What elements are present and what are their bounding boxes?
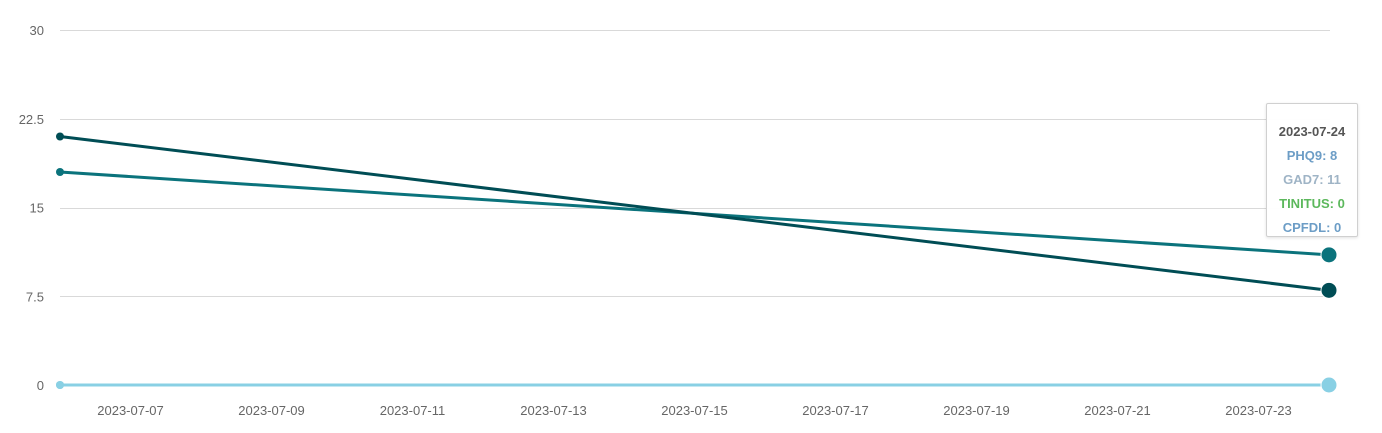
x-tick-label: 2023-07-13: [520, 403, 587, 418]
x-tick-label: 2023-07-07: [97, 403, 164, 418]
tooltip-date: 2023-07-24: [1278, 124, 1346, 139]
tooltip-row-phq9: PHQ9: 8: [1286, 148, 1338, 163]
data-point-phq9[interactable]: [56, 132, 64, 141]
tooltip-row-cpfdl: CPFDL: 0: [1282, 220, 1342, 235]
data-point-phq9[interactable]: [1320, 281, 1338, 299]
x-tick-label: 2023-07-23: [1225, 403, 1292, 418]
x-tick-label: 2023-07-19: [943, 403, 1010, 418]
y-tick-label: 22.5: [19, 112, 44, 127]
x-axis-ticks: 2023-07-07 2023-07-09 2023-07-11 2023-07-13…: [97, 403, 1292, 418]
data-point-tinitus[interactable]: [56, 381, 64, 389]
tooltip-row-tinitus: TINITUS: 0: [1279, 196, 1345, 211]
data-point-tinitus[interactable]: [1320, 376, 1338, 394]
data-point-gad7[interactable]: [1320, 246, 1338, 264]
data-point-gad7[interactable]: [56, 168, 64, 176]
hover-tooltip: 2023-07-24 PHQ9: 8 GAD7: 11 TINITUS: 0 C…: [1266, 103, 1358, 237]
grid-lines: [60, 30, 1330, 297]
tooltip-row-gad7: GAD7: 11: [1283, 172, 1341, 187]
series-lines: [56, 132, 1338, 394]
y-tick-label: 15: [30, 201, 44, 216]
x-tick-label: 2023-07-17: [802, 403, 869, 418]
y-tick-label: 30: [30, 23, 44, 38]
x-tick-label: 2023-07-09: [238, 403, 305, 418]
x-tick-label: 2023-07-11: [380, 403, 446, 418]
y-axis-ticks: 0 7.5 15 22.5 30: [19, 23, 44, 393]
x-tick-label: 2023-07-15: [661, 403, 728, 418]
series-line-phq9: [58, 135, 1331, 292]
y-tick-label: 7.5: [26, 289, 44, 304]
y-tick-label: 0: [37, 378, 44, 393]
x-tick-label: 2023-07-21: [1084, 403, 1151, 418]
